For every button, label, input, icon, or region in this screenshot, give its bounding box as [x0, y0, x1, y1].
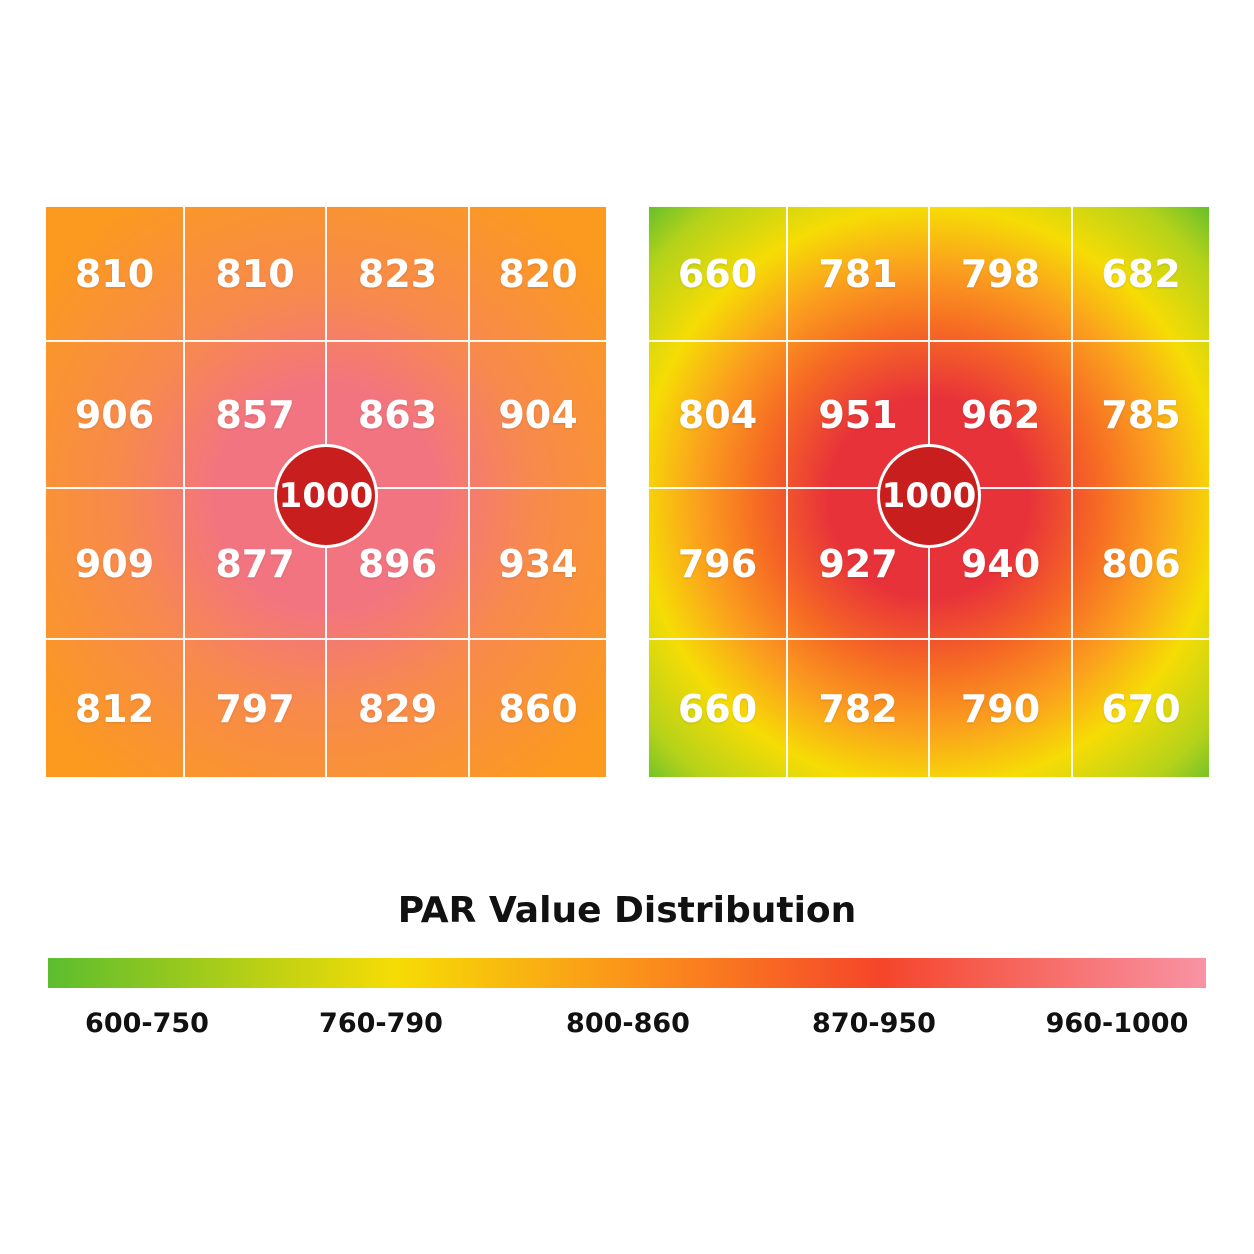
- heatmap-cell: 798: [929, 206, 1072, 341]
- cell-value-label: 785: [1101, 392, 1181, 437]
- legend-range-label: 760-790: [319, 1008, 443, 1039]
- legend-range-label: 800-860: [566, 1008, 690, 1039]
- heatmap-cell: 797: [184, 639, 326, 778]
- cell-value-label: 781: [818, 251, 898, 296]
- cell-value-label: 670: [1101, 686, 1181, 731]
- cell-value-label: 962: [960, 392, 1041, 437]
- cell-value-label: 790: [960, 686, 1041, 731]
- heatmap-cell: 934: [469, 488, 607, 639]
- heatmap-cell: 810: [45, 206, 184, 341]
- heatmap-cell: 951: [787, 341, 929, 488]
- heatmap-cell: 782: [787, 639, 929, 778]
- cell-value-label: 810: [74, 251, 155, 296]
- cell-value-label: 820: [498, 251, 578, 296]
- cell-value-label: 906: [74, 392, 155, 437]
- heatmap-right-cells: 660 781 798 682 804 951 962 785 796 927 940 806 660 7…: [648, 206, 1210, 778]
- heatmap-cell: 670: [1072, 639, 1210, 778]
- legend-range-label: 870-950: [812, 1008, 936, 1039]
- cell-value-label: 904: [498, 392, 578, 437]
- legend-range-label: 960-1000: [1045, 1008, 1189, 1039]
- heatmap-cell: 860: [469, 639, 607, 778]
- heatmap-cell: 796: [648, 488, 787, 639]
- heatmap-left-cells: 810 810 823 820 906 857 863 904 909 877 896 934 812 7…: [45, 206, 607, 778]
- heatmap-cell: 940: [929, 488, 1072, 639]
- heatmap-cell: 682: [1072, 206, 1210, 341]
- cell-value-label: 797: [215, 686, 295, 731]
- heatmap-cell: 785: [1072, 341, 1210, 488]
- cell-value-label: 940: [960, 541, 1041, 586]
- cell-value-label: 863: [357, 392, 438, 437]
- heatmap-cell: 909: [45, 488, 184, 639]
- cell-value-label: 909: [74, 541, 155, 586]
- cell-value-label: 857: [215, 392, 295, 437]
- heatmap-cell: 904: [469, 341, 607, 488]
- heatmap-cell: 857: [184, 341, 326, 488]
- heatmap-cell: 820: [469, 206, 607, 341]
- center-value-badge-left: 1000: [274, 444, 378, 548]
- cell-value-label: 660: [677, 686, 758, 731]
- heatmap-cell: 810: [184, 206, 326, 341]
- legend-title: PAR Value Distribution: [397, 890, 857, 931]
- cell-value-label: 951: [818, 392, 898, 437]
- heatmap-cell: 804: [648, 341, 787, 488]
- cell-value-label: 660: [677, 251, 758, 296]
- cell-value-label: 812: [74, 686, 155, 731]
- heatmap-cell: 829: [326, 639, 469, 778]
- cell-value-label: 860: [498, 686, 578, 731]
- legend-gradient-bar: [48, 958, 1206, 988]
- cell-value-label: 804: [677, 392, 758, 437]
- heatmap-cell: 863: [326, 341, 469, 488]
- par-heatmap-right: 660 781 798 682 804 951 962 785 796 927 940 806 660 7…: [648, 206, 1210, 778]
- legend-range-label: 600-750: [85, 1008, 209, 1039]
- center-value-badge-right: 1000: [877, 444, 981, 548]
- heatmap-cell: 781: [787, 206, 929, 341]
- heatmap-cell: 660: [648, 639, 787, 778]
- cell-value-label: 682: [1101, 251, 1181, 296]
- cell-value-label: 896: [357, 541, 438, 586]
- cell-value-label: 877: [215, 541, 295, 586]
- cell-value-label: 798: [960, 251, 1041, 296]
- cell-value-label: 796: [677, 541, 758, 586]
- par-heatmap-left: 810 810 823 820 906 857 863 904 909 877 896 934 812 7…: [45, 206, 607, 778]
- cell-value-label: 810: [215, 251, 295, 296]
- heatmap-cell: 806: [1072, 488, 1210, 639]
- heatmap-cell: 877: [184, 488, 326, 639]
- heatmap-cell: 660: [648, 206, 787, 341]
- cell-value-label: 823: [357, 251, 438, 296]
- heatmap-cell: 823: [326, 206, 469, 341]
- heatmap-cell: 962: [929, 341, 1072, 488]
- heatmap-cell: 896: [326, 488, 469, 639]
- heatmap-cell: 906: [45, 341, 184, 488]
- heatmap-cell: 790: [929, 639, 1072, 778]
- heatmap-cell: 927: [787, 488, 929, 639]
- cell-value-label: 806: [1101, 541, 1181, 586]
- cell-value-label: 927: [818, 541, 898, 586]
- cell-value-label: 829: [357, 686, 438, 731]
- cell-value-label: 934: [498, 541, 578, 586]
- cell-value-label: 782: [818, 686, 898, 731]
- heatmap-cell: 812: [45, 639, 184, 778]
